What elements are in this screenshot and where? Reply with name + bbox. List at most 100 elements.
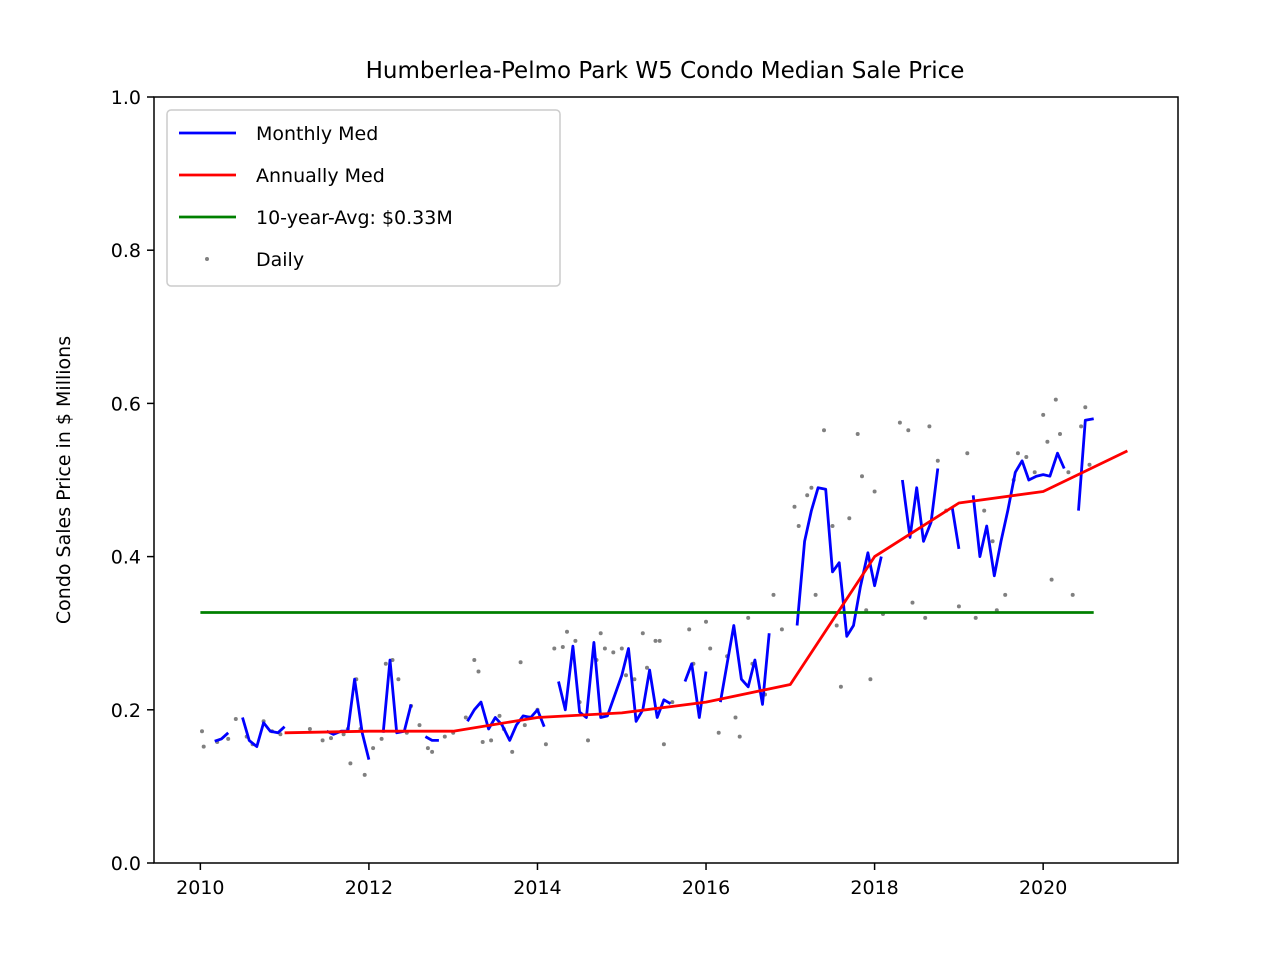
daily-point-43	[543, 742, 548, 747]
daily-point-118	[1083, 405, 1088, 410]
daily-point-55	[624, 673, 628, 678]
daily-point-66	[708, 646, 713, 651]
monthly-med-segment-6	[557, 641, 672, 723]
daily-point-95	[923, 615, 928, 620]
daily-point-113	[1053, 397, 1058, 402]
legend-label-annual: Annually Med	[256, 165, 385, 187]
plot-frame	[153, 96, 1179, 864]
daily-point-40	[522, 723, 527, 728]
daily-point-117	[1079, 424, 1084, 429]
x-tick-label-5: 2020	[1019, 877, 1067, 899]
x-tick-label-0: 2010	[176, 877, 224, 899]
daily-point-116	[1070, 592, 1075, 597]
daily-point-32	[472, 658, 477, 662]
y-tick-label-0: 0.0	[111, 853, 141, 875]
daily-point-70	[737, 734, 742, 739]
daily-point-21	[383, 661, 388, 666]
daily-point-62	[670, 700, 675, 705]
daily-point-84	[838, 684, 843, 689]
daily-point-76	[792, 504, 797, 509]
daily-point-54	[619, 646, 624, 651]
daily-point-83	[834, 623, 839, 628]
daily-point-13	[341, 732, 346, 737]
daily-point-45	[560, 645, 565, 649]
daily-point-22	[390, 658, 395, 662]
daily-point-111	[1045, 439, 1050, 444]
daily-point-107	[1015, 451, 1020, 456]
daily-point-57	[640, 631, 645, 636]
daily-point-15	[348, 761, 353, 766]
monthly-med-segment-13	[1077, 417, 1094, 511]
annual-med-line	[284, 449, 1129, 735]
monthly-med-segment-11	[950, 506, 961, 550]
daily-point-103	[990, 539, 995, 544]
daily-point-23	[396, 677, 401, 682]
daily-point-82	[830, 524, 835, 528]
y-tick-label-1: 0.2	[111, 700, 141, 722]
y-tick-label-3: 0.6	[111, 393, 141, 415]
daily-point-34	[480, 740, 485, 744]
daily-point-20	[379, 736, 384, 741]
daily-point-100	[965, 451, 970, 456]
legend-label-monthly: Monthly Med	[256, 123, 378, 145]
daily-point-97	[935, 458, 940, 463]
x-tick-label-4: 2018	[850, 877, 898, 899]
y-tick-label-4: 0.8	[111, 240, 141, 262]
x-tick-label-1: 2012	[345, 877, 393, 899]
daily-point-0	[200, 729, 204, 734]
legend-label-avg: 10-year-Avg: $0.33M	[256, 207, 453, 229]
daily-point-65	[704, 619, 708, 624]
monthly-med-segment-10	[901, 468, 940, 543]
y-tick-label-2: 0.4	[111, 547, 141, 569]
daily-point-51	[598, 631, 603, 636]
daily-point-28	[430, 749, 435, 754]
daily-point-47	[573, 638, 578, 643]
daily-point-56	[632, 677, 637, 682]
daily-point-115	[1066, 470, 1071, 475]
monthly-med-segment-5	[466, 700, 546, 742]
axis-ticks: 2010 2012 2014 2016 2018 2020 0.0 0.2 0.4 0.6 0.8 1…	[111, 87, 1068, 899]
plot-marks	[200, 397, 1129, 777]
daily-point-39	[518, 660, 523, 665]
daily-point-31	[463, 715, 468, 720]
daily-point-94	[910, 600, 915, 605]
daily-point-90	[872, 489, 877, 494]
daily-point-67	[716, 730, 721, 735]
daily-point-44	[552, 646, 557, 651]
monthly-med-segment-0	[214, 731, 230, 743]
daily-point-61	[661, 742, 666, 747]
monthly-med-segment-4	[424, 735, 439, 742]
daily-point-80	[813, 592, 818, 597]
legend-swatch-daily	[205, 257, 209, 261]
daily-point-63	[687, 627, 692, 632]
daily-point-108	[1024, 455, 1029, 459]
legend: Monthly Med Annually Med 10-year-Avg: $0…	[166, 109, 561, 287]
daily-point-96	[927, 424, 932, 429]
daily-point-36	[497, 713, 502, 718]
daily-point-71	[746, 615, 751, 620]
daily-point-4	[233, 717, 238, 721]
daily-point-85	[847, 516, 852, 521]
daily-point-77	[796, 524, 801, 528]
daily-point-38	[510, 749, 515, 754]
monthly-med-segment-8	[719, 624, 771, 706]
daily-point-86	[855, 432, 860, 436]
daily-point-102	[982, 508, 987, 513]
legend-box	[166, 109, 561, 287]
daily-point-110	[1041, 412, 1046, 417]
x-tick-label-3: 2016	[682, 877, 730, 899]
daily-point-19	[371, 746, 376, 751]
daily-point-52	[602, 646, 607, 651]
daily-point-53	[611, 650, 616, 655]
monthly-med-segment-9	[795, 486, 883, 638]
daily-point-11	[320, 738, 325, 743]
daily-point-69	[733, 715, 738, 720]
daily-point-114	[1058, 432, 1062, 436]
daily-point-26	[417, 723, 422, 728]
daily-point-93	[906, 428, 911, 433]
daily-point-3	[226, 736, 231, 741]
y-tick-label-5: 1.0	[111, 87, 141, 109]
daily-point-109	[1032, 470, 1037, 475]
daily-point-60	[657, 638, 662, 643]
